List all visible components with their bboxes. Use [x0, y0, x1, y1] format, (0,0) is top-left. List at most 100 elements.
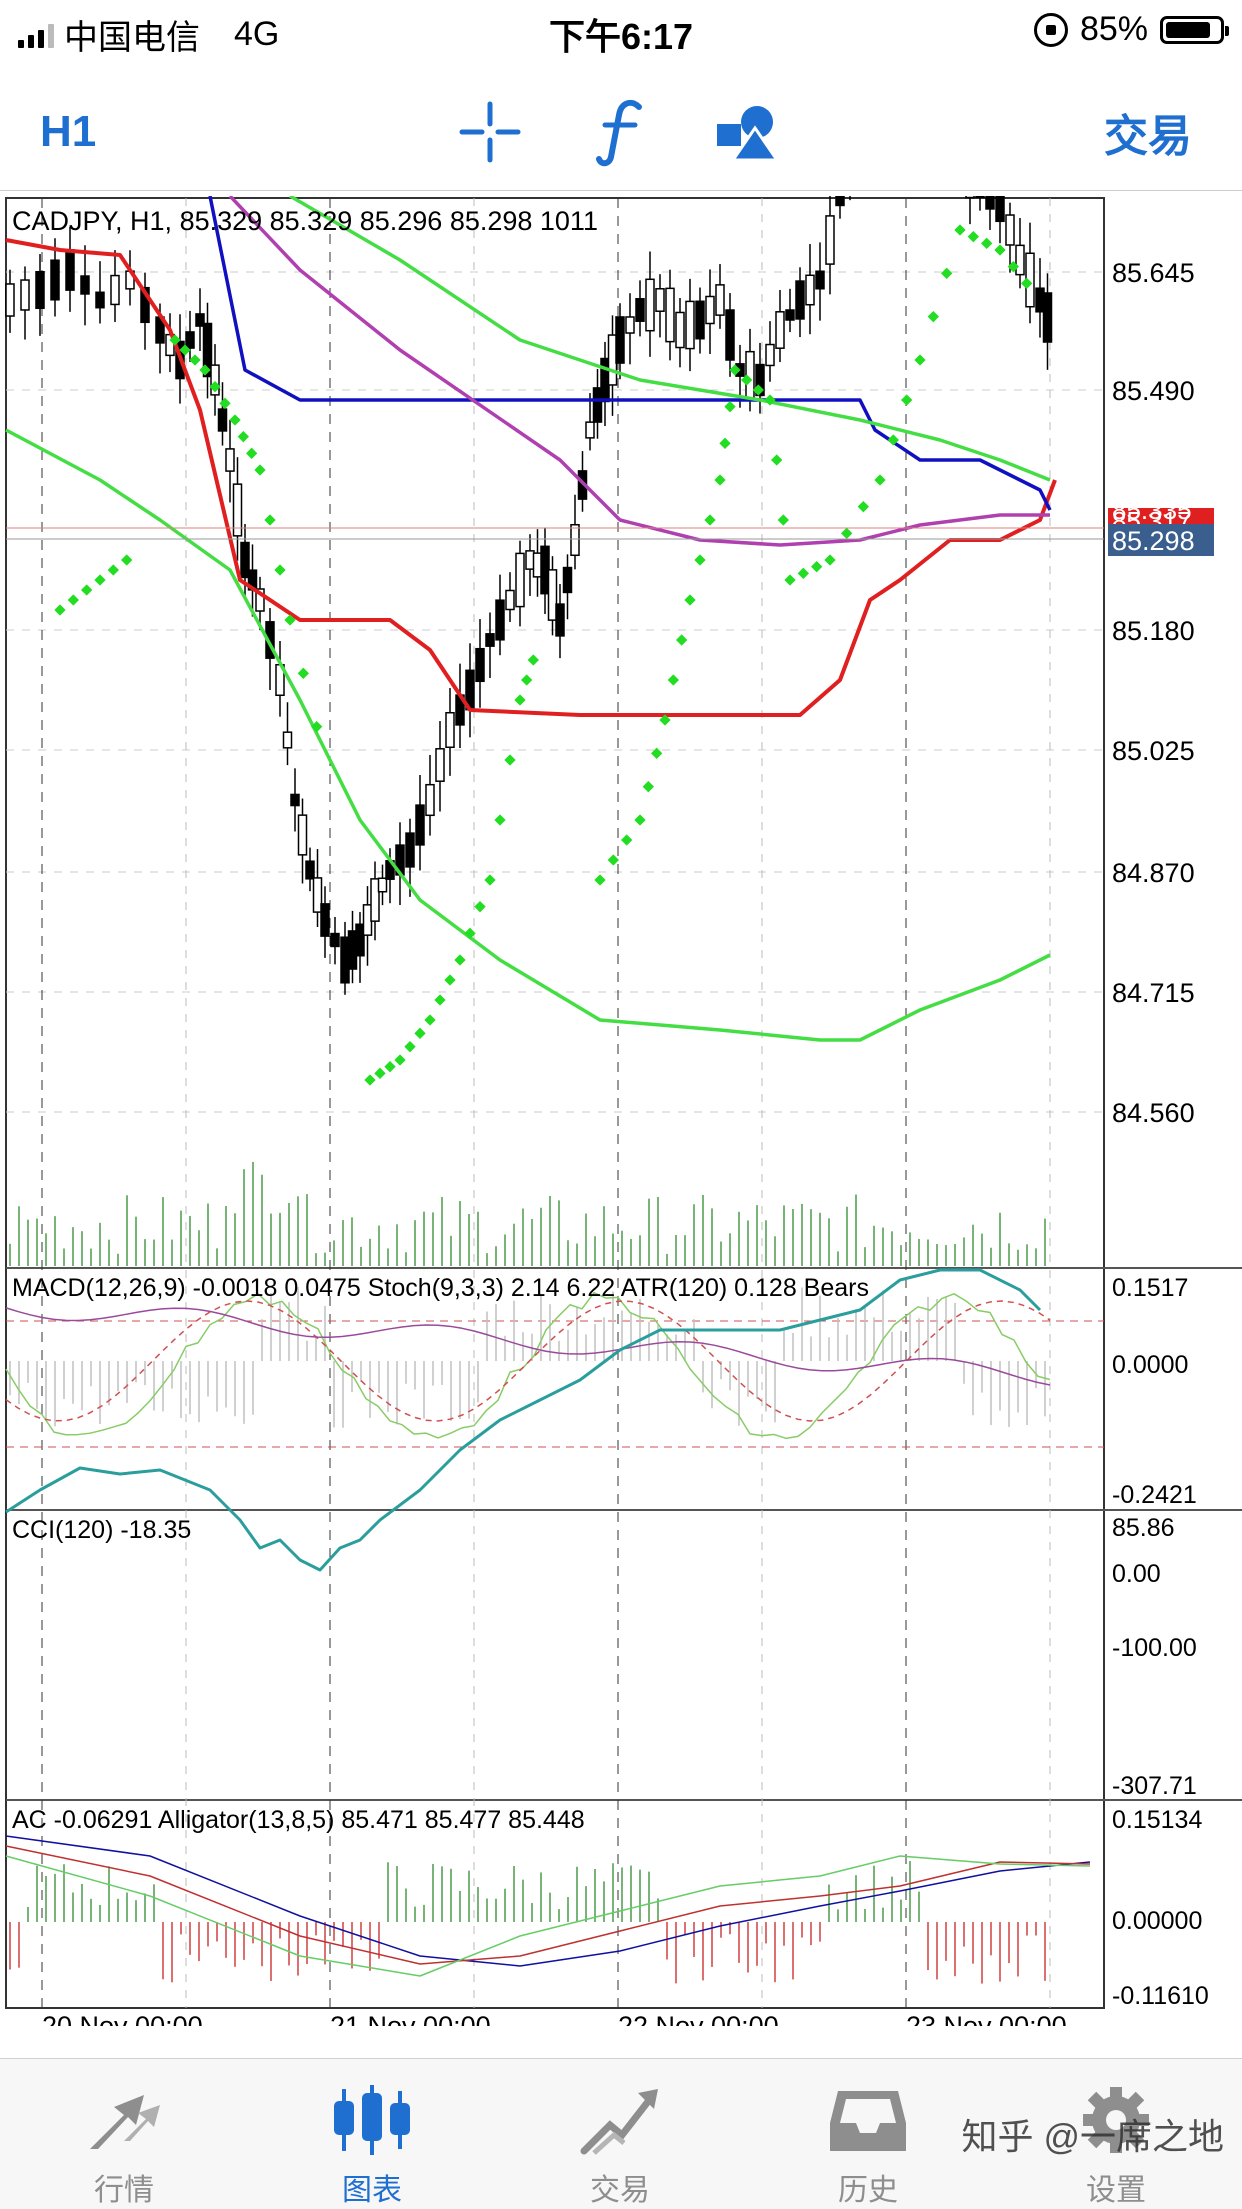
- carrier-label: 中国电信: [64, 19, 200, 57]
- tab-settings[interactable]: 设置: [992, 2059, 1240, 2209]
- price-tick-label: 84.870: [1112, 858, 1195, 888]
- sar-dot: [901, 394, 913, 406]
- candle-body: [405, 832, 415, 868]
- main-panel-frame: [5, 197, 1105, 2009]
- chart-area[interactable]: 85.645 85.490 85.180 85.025 84.870 84.715 84.5…: [0, 44, 1242, 2041]
- sar-dot: [914, 354, 926, 366]
- sar-dot: [107, 564, 119, 576]
- shapes-icon: [717, 106, 779, 162]
- ac-tick-zero: 0.00000: [1112, 1907, 1202, 1935]
- candle-body: [290, 793, 300, 807]
- tab-trade[interactable]: 交易: [496, 2059, 744, 2209]
- tab-label: 设置: [1086, 2174, 1146, 2207]
- tab-chart[interactable]: 图表: [248, 2059, 496, 2209]
- history-inbox-icon: [830, 2091, 906, 2151]
- toolbar-divider: [0, 190, 1242, 191]
- sar-dot: [714, 474, 726, 486]
- candle-body: [415, 804, 425, 846]
- candle-body: [232, 483, 243, 537]
- ma-purple-line: [228, 194, 1050, 547]
- indicators-button[interactable]: [590, 72, 650, 192]
- sar-dot: [1007, 261, 1019, 273]
- sar-dot: [521, 674, 533, 686]
- price-tick-label: 85.490: [1112, 376, 1195, 406]
- ma-blue-line: [208, 195, 1052, 511]
- sar-dot: [874, 474, 886, 486]
- candle-body: [592, 387, 603, 423]
- candle-body: [435, 748, 445, 782]
- settings-gear-icon: [1083, 2087, 1149, 2153]
- quotes-arrows-icon: [90, 2095, 160, 2149]
- tab-label: 交易: [590, 2174, 650, 2207]
- candle-body: [377, 877, 388, 893]
- tab-label: 历史: [838, 2174, 898, 2207]
- sar-dot: [824, 554, 836, 566]
- tab-history[interactable]: 历史: [744, 2059, 992, 2209]
- sub-panel-axes: 0.1517 0.0000 -0.2421 85.86 0.00 -100.00…: [1112, 1274, 1209, 2010]
- sar-dot: [1021, 277, 1033, 289]
- candle-body: [217, 408, 228, 432]
- candle-body: [775, 311, 785, 349]
- sar-dot: [729, 364, 741, 376]
- sar-dot: [764, 394, 776, 406]
- sar-dot: [364, 1074, 376, 1086]
- sar-dot: [594, 874, 606, 886]
- trade-trend-icon: [580, 2089, 658, 2155]
- sar-dot: [81, 584, 93, 596]
- sar-dot: [384, 1061, 396, 1073]
- candle-body: [805, 274, 815, 306]
- crosshair-button[interactable]: [455, 72, 525, 192]
- function-icon: [596, 99, 642, 167]
- date-label: 22 Nov 00:00: [618, 2011, 779, 2026]
- candlestick-chart-icon: [334, 2085, 410, 2155]
- ac-tick-bottom: -0.11610: [1112, 1982, 1209, 2010]
- objects-button[interactable]: [712, 72, 782, 192]
- candle-body: [35, 270, 45, 310]
- sar-dot: [504, 754, 516, 766]
- candle-body: [825, 215, 835, 265]
- grid-lines: [6, 198, 1104, 2008]
- cci-tick-bottom: -307.71: [1112, 1772, 1197, 1800]
- cci-line: [5, 1268, 1042, 1572]
- candle-body: [95, 291, 105, 309]
- sar-dot: [169, 334, 181, 346]
- candle-body: [495, 599, 505, 641]
- sar-dot: [927, 311, 939, 323]
- alligator-jaw: [5, 1835, 1091, 1967]
- sar-dot: [374, 1067, 386, 1079]
- sar-dot: [667, 674, 679, 686]
- candle-body: [635, 298, 645, 322]
- candle-body: [562, 566, 573, 594]
- candle-body: [282, 731, 293, 749]
- sar-dot: [67, 594, 79, 606]
- macd-header: MACD(12,26,9) -0.0018 0.0475 Stoch(9,3,3…: [12, 1274, 869, 1302]
- timeframe-button[interactable]: H1: [40, 107, 97, 156]
- sar-dot: [229, 414, 241, 426]
- candle-body: [515, 552, 525, 608]
- sar-dot: [246, 447, 258, 459]
- tab-label: 行情: [94, 2174, 154, 2207]
- price-chart[interactable]: 85.645 85.490 85.180 85.025 84.870 84.715 84.5…: [0, 44, 1242, 2041]
- status-left: 中国电信 4G: [18, 10, 279, 59]
- ma-green-fast-line: [5, 428, 1051, 1042]
- candle-body: [705, 295, 715, 325]
- sar-dot: [811, 561, 823, 573]
- trade-button[interactable]: 交易: [1104, 112, 1192, 161]
- status-right: 85%: [1033, 10, 1229, 49]
- candle-body: [50, 259, 60, 301]
- ac-tick-top: 0.15134: [1112, 1806, 1202, 1834]
- ma-green-slow-line: [289, 194, 1051, 482]
- ma-red-line: [5, 238, 1057, 717]
- sar-dot: [219, 397, 231, 409]
- macd-tick-top: 0.1517: [1112, 1274, 1188, 1302]
- sar-dot: [444, 974, 456, 986]
- candle-body: [330, 932, 340, 948]
- candle-body: [485, 633, 495, 647]
- sar-dot: [284, 614, 296, 626]
- tab-quotes[interactable]: 行情: [0, 2059, 248, 2209]
- candle-body: [305, 860, 315, 880]
- candle-body: [1015, 244, 1025, 276]
- candle-body: [195, 313, 205, 327]
- sar-dot: [621, 834, 633, 846]
- candle-body: [5, 283, 15, 317]
